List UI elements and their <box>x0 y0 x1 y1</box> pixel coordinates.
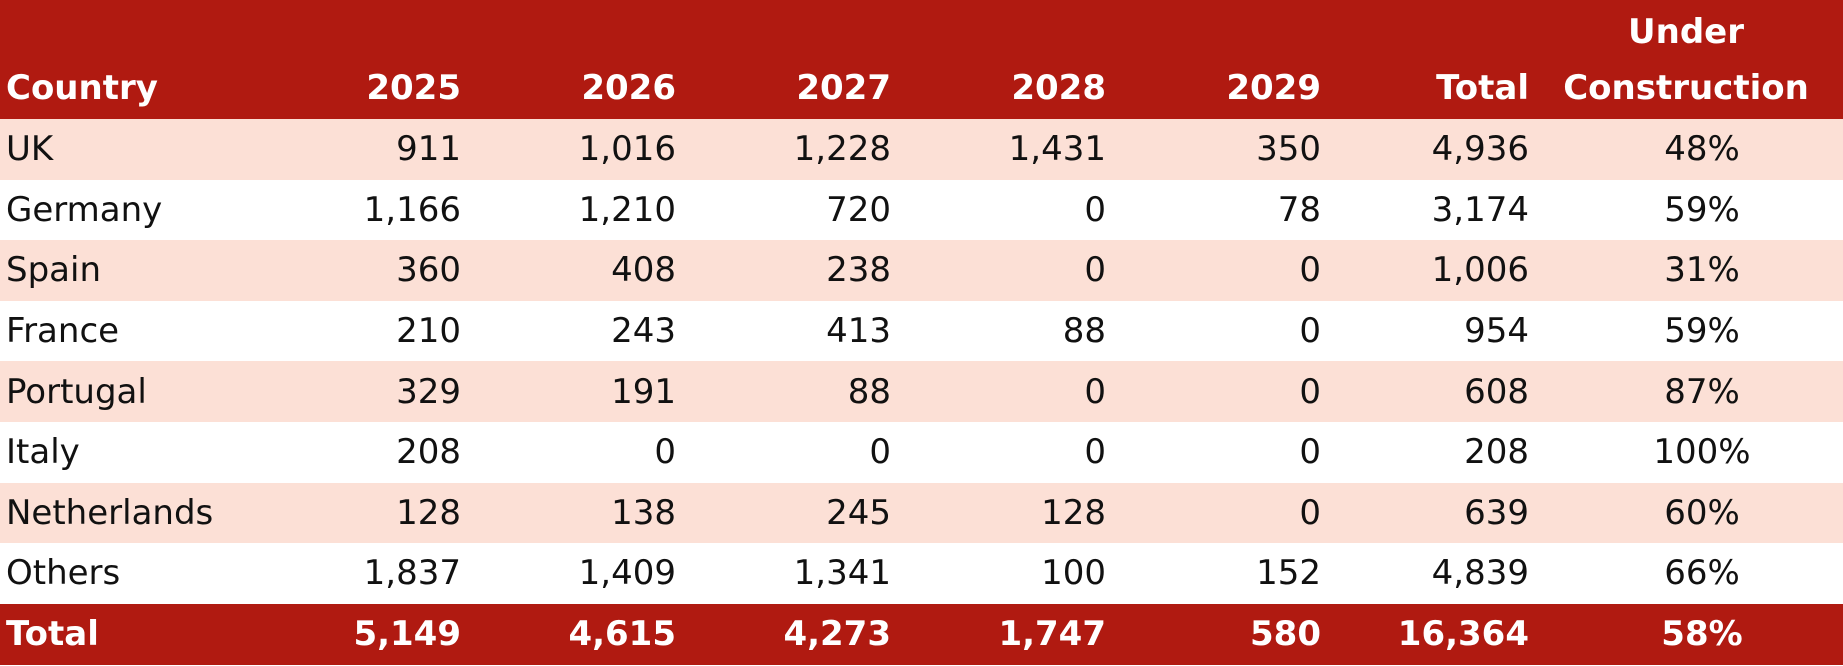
value-2027-cell: 413 <box>826 311 891 352</box>
table-row: Germany 1,166 1,210 720 0 78 3,174 59% <box>0 179 1843 241</box>
value-2028-cell: 128 <box>1041 492 1106 533</box>
header-2028: 2028 <box>1011 68 1106 108</box>
value-2028-cell: 100 <box>1041 553 1106 594</box>
table-row: Netherlands 128 138 245 128 0 639 60% <box>0 482 1843 544</box>
header-2026: 2026 <box>581 68 676 108</box>
value-2025-cell: 911 <box>396 129 461 170</box>
value-2028-cell: 1,431 <box>1008 129 1106 170</box>
row-total-cell: 608 <box>1464 371 1529 412</box>
under-construction-cell: 59% <box>1664 311 1740 352</box>
value-2026-cell: 1,016 <box>578 129 676 170</box>
country-cell: Germany <box>6 189 163 230</box>
totals-row: Total 5,149 4,615 4,273 1,747 580 16,364… <box>0 603 1843 665</box>
value-2028-cell: 0 <box>1084 189 1106 230</box>
value-2026-cell: 1,409 <box>578 553 676 594</box>
header-2029: 2029 <box>1226 68 1321 108</box>
totals-2029: 580 <box>1250 614 1321 655</box>
totals-under-construction: 58% <box>1661 614 1743 655</box>
value-2026-cell: 408 <box>611 250 676 291</box>
value-2026-cell: 191 <box>611 371 676 412</box>
country-cell: Netherlands <box>6 492 214 533</box>
totals-2028: 1,747 <box>998 614 1106 655</box>
under-construction-cell: 60% <box>1664 492 1740 533</box>
value-2027-cell: 245 <box>826 492 891 533</box>
totals-2025: 5,149 <box>353 614 461 655</box>
header-total: Total <box>1436 68 1529 108</box>
value-2027-cell: 88 <box>847 371 891 412</box>
header-2025: 2025 <box>366 68 461 108</box>
value-2025-cell: 1,837 <box>363 553 461 594</box>
value-2028-cell: 0 <box>1084 432 1106 473</box>
row-total-cell: 4,839 <box>1431 553 1529 594</box>
country-cell: France <box>6 311 120 352</box>
value-2028-cell: 88 <box>1062 311 1106 352</box>
row-total-cell: 4,936 <box>1431 129 1529 170</box>
table-footer: Total 5,149 4,615 4,273 1,747 580 16,364… <box>0 603 1843 665</box>
header-country: Country <box>6 68 158 108</box>
value-2026-cell: 1,210 <box>578 189 676 230</box>
table-row: Portugal 329 191 88 0 0 608 87% <box>0 361 1843 422</box>
table-row: France 210 243 413 88 0 954 59% <box>0 300 1843 362</box>
table-body: UK 911 1,016 1,228 1,431 350 4,936 48% Germany 1,… <box>0 119 1843 604</box>
header-row: Country 2025 2026 2027 2028 2029 Total U… <box>0 0 1843 119</box>
value-2029-cell: 0 <box>1299 432 1321 473</box>
table-header: Country 2025 2026 2027 2028 2029 Total U… <box>0 0 1843 119</box>
value-2028-cell: 0 <box>1084 371 1106 412</box>
totals-2026: 4,615 <box>568 614 676 655</box>
country-cell: Portugal <box>6 371 147 412</box>
value-2029-cell: 0 <box>1299 371 1321 412</box>
row-total-cell: 3,174 <box>1431 189 1529 230</box>
table-row: UK 911 1,016 1,228 1,431 350 4,936 48% <box>0 119 1843 180</box>
under-construction-cell: 31% <box>1664 250 1740 291</box>
header-under-line2: Construction <box>1563 68 1809 108</box>
table-row: Others 1,837 1,409 1,341 100 152 4,839 66% <box>0 543 1843 604</box>
totals-2027: 4,273 <box>783 614 891 655</box>
value-2029-cell: 152 <box>1256 553 1321 594</box>
row-total-cell: 208 <box>1464 432 1529 473</box>
value-2025-cell: 128 <box>396 492 461 533</box>
value-2027-cell: 1,228 <box>793 129 891 170</box>
under-construction-cell: 59% <box>1664 189 1740 230</box>
value-2029-cell: 350 <box>1256 129 1321 170</box>
value-2029-cell: 0 <box>1299 311 1321 352</box>
under-construction-cell: 87% <box>1664 371 1740 412</box>
table-row: Spain 360 408 238 0 0 1,006 31% <box>0 240 1843 301</box>
row-total-cell: 639 <box>1464 492 1529 533</box>
header-2027: 2027 <box>796 68 891 108</box>
totals-total: 16,364 <box>1397 614 1529 655</box>
value-2025-cell: 360 <box>396 250 461 291</box>
value-2026-cell: 243 <box>611 311 676 352</box>
value-2025-cell: 208 <box>396 432 461 473</box>
value-2026-cell: 138 <box>611 492 676 533</box>
header-under-line1: Under <box>1628 12 1744 52</box>
row-total-cell: 954 <box>1464 311 1529 352</box>
country-cell: Others <box>6 553 121 594</box>
country-cell: UK <box>6 129 54 170</box>
value-2029-cell: 0 <box>1299 492 1321 533</box>
value-2025-cell: 1,166 <box>363 189 461 230</box>
country-cell: Spain <box>6 250 101 291</box>
value-2029-cell: 0 <box>1299 250 1321 291</box>
value-2029-cell: 78 <box>1277 189 1321 230</box>
under-construction-cell: 48% <box>1664 129 1740 170</box>
value-2028-cell: 0 <box>1084 250 1106 291</box>
totals-label: Total <box>6 614 99 655</box>
value-2025-cell: 329 <box>396 371 461 412</box>
table-row: Italy 208 0 0 0 0 208 100% <box>0 421 1843 483</box>
value-2026-cell: 0 <box>654 432 676 473</box>
header-under-construction: Under Construction <box>1529 0 1843 119</box>
under-construction-cell: 100% <box>1653 432 1751 473</box>
value-2027-cell: 1,341 <box>793 553 891 594</box>
value-2027-cell: 0 <box>869 432 891 473</box>
row-total-cell: 1,006 <box>1431 250 1529 291</box>
value-2027-cell: 720 <box>826 189 891 230</box>
country-cell: Italy <box>6 432 80 473</box>
under-construction-cell: 66% <box>1664 553 1740 594</box>
value-2025-cell: 210 <box>396 311 461 352</box>
value-2027-cell: 238 <box>826 250 891 291</box>
